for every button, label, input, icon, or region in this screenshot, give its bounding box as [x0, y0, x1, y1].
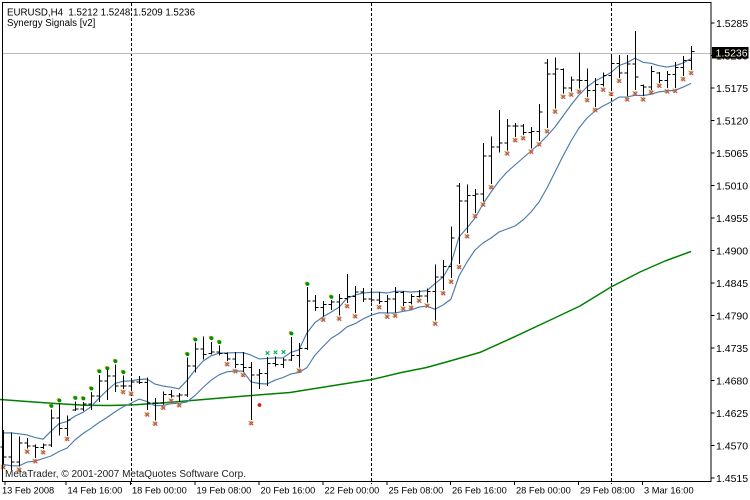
svg-text:MetaTrader, © 2001-2007 MetaQu: MetaTrader, © 2001-2007 MetaQuotes Softw… [5, 469, 246, 480]
svg-text:1.4845: 1.4845 [716, 278, 748, 290]
svg-text:1.5120: 1.5120 [716, 115, 748, 127]
svg-text:28 Feb 00:00: 28 Feb 00:00 [516, 486, 571, 496]
svg-text:1.4570: 1.4570 [716, 440, 748, 452]
svg-text:EURUSD,H4 1.5212 1.5248 1.520: EURUSD,H4 1.5212 1.5248 1.5209 1.5236 [7, 8, 195, 19]
svg-text:1.4680: 1.4680 [716, 375, 748, 387]
svg-text:19 Feb 08:00: 19 Feb 08:00 [197, 486, 252, 496]
svg-text:1.5175: 1.5175 [716, 83, 748, 95]
svg-text:25 Feb 08:00: 25 Feb 08:00 [389, 486, 444, 496]
svg-text:3 Mar 16:00: 3 Mar 16:00 [644, 486, 694, 496]
svg-text:1.5285: 1.5285 [716, 18, 748, 30]
svg-text:1.5236: 1.5236 [716, 48, 748, 60]
svg-text:29 Feb 08:00: 29 Feb 08:00 [580, 486, 635, 496]
svg-text:1.5010: 1.5010 [716, 180, 748, 192]
svg-text:1.4735: 1.4735 [716, 343, 748, 355]
svg-text:22 Feb 00:00: 22 Feb 00:00 [325, 486, 380, 496]
svg-text:26 Feb 16:00: 26 Feb 16:00 [452, 486, 507, 496]
svg-text:18 Feb 00:00: 18 Feb 00:00 [132, 486, 187, 496]
svg-text:1.5065: 1.5065 [716, 148, 748, 160]
svg-text:20 Feb 16:00: 20 Feb 16:00 [261, 486, 316, 496]
svg-text:14 Feb 16:00: 14 Feb 16:00 [68, 486, 123, 496]
svg-text:1.4955: 1.4955 [716, 213, 748, 225]
svg-text:1.4900: 1.4900 [716, 245, 748, 257]
svg-text:1.4515: 1.4515 [716, 473, 748, 485]
svg-text:1.4790: 1.4790 [716, 310, 748, 322]
svg-text:1.4625: 1.4625 [716, 408, 748, 420]
svg-text:Synergy Signals [v2]: Synergy Signals [v2] [7, 18, 95, 29]
svg-text:13 Feb 2008: 13 Feb 2008 [2, 486, 54, 496]
